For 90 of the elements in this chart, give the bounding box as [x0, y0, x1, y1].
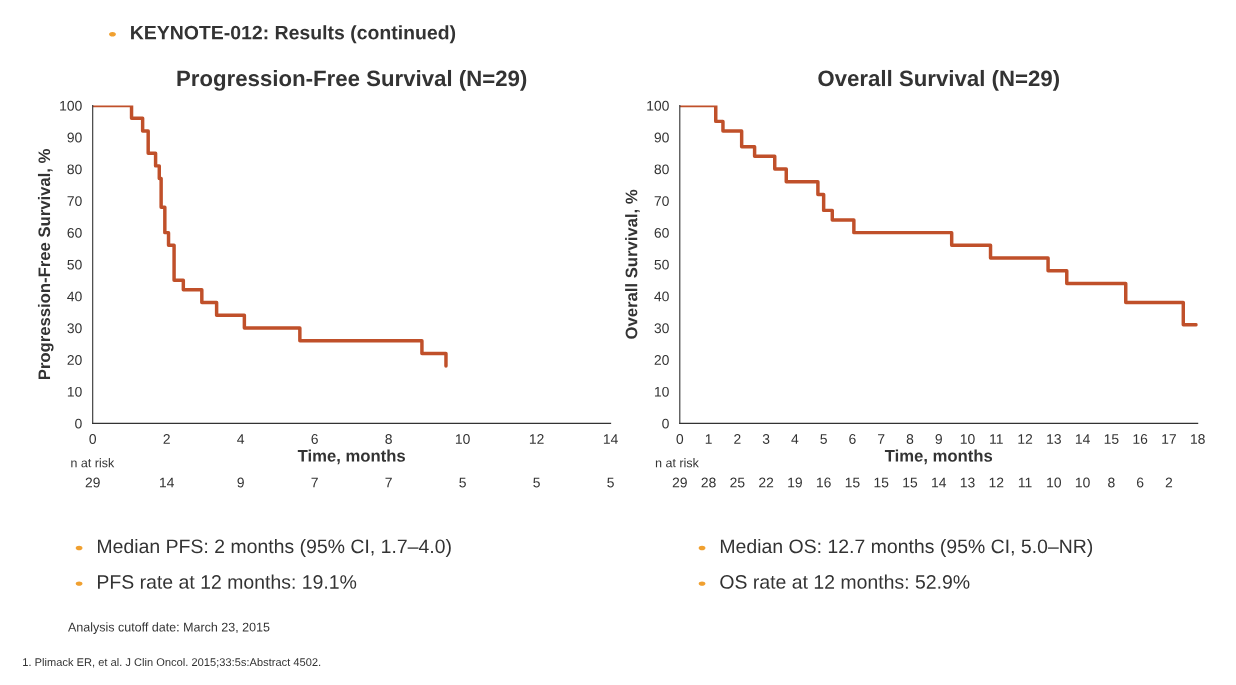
- y-tick-label: 10: [655, 386, 669, 397]
- text: 12: [989, 477, 1004, 488]
- y-tick-label: 30: [67, 323, 82, 334]
- text: n at risk: [655, 458, 699, 468]
- text: 7: [311, 477, 318, 488]
- chart-title: Overall Survival (N=29): [818, 69, 1059, 91]
- x-tick-label: 2: [734, 434, 741, 444]
- chart-title: Progression-Free Survival (N=29): [177, 69, 527, 91]
- x-tick-label: 4: [791, 434, 799, 444]
- y-tick-label: 20: [67, 355, 82, 365]
- text: Median PFS: 2 months (95% CI, 1.7–4.0): [98, 538, 451, 558]
- x-tick-label: 11: [990, 434, 1003, 444]
- x-axis-title: Time, months: [297, 449, 405, 465]
- text: n at risk: [71, 458, 115, 468]
- text: 10: [1075, 477, 1090, 488]
- text: 1. Plimack ER, et al. J Clin Oncol. 2015;33:5s:Abstract 4502.: [23, 657, 321, 668]
- y-tick-label: 60: [654, 227, 669, 238]
- x-tick-label: 13: [1047, 434, 1061, 444]
- text: 25: [730, 477, 745, 488]
- text: 16: [816, 477, 831, 488]
- x-tick-label: 1: [705, 434, 712, 444]
- x-tick-label: 15: [1104, 434, 1119, 444]
- y-tick-label: 0: [75, 418, 82, 429]
- y-tick-label: 20: [654, 355, 669, 365]
- text: 15: [845, 477, 860, 488]
- x-tick-label: 0: [89, 434, 97, 444]
- x-tick-label: 8: [906, 434, 914, 444]
- text: OS rate at 12 months: 52.9%: [720, 574, 970, 589]
- text: 11: [1018, 477, 1032, 488]
- x-tick-label: 6: [849, 434, 856, 444]
- y-tick-label: 90: [654, 132, 669, 143]
- text: 5: [607, 477, 614, 488]
- text: 15: [874, 477, 889, 488]
- x-tick-label: 5: [820, 434, 827, 444]
- y-tick-label: 40: [67, 291, 82, 302]
- text: 9: [237, 477, 244, 488]
- text: 29: [672, 477, 687, 488]
- x-axis-title: Time, months: [884, 449, 993, 465]
- text: 6: [1136, 477, 1144, 488]
- text: Median OS: 12.7 months (95% CI, 5.0–NR): [720, 538, 1093, 558]
- y-tick-label: 40: [654, 291, 669, 302]
- text: 28: [701, 477, 716, 488]
- x-tick-label: 3: [762, 434, 770, 444]
- y-tick-label: 50: [67, 259, 82, 270]
- text: 7: [385, 477, 392, 488]
- y-axis-title: Progression-Free Survival, %: [37, 149, 54, 380]
- x-tick-label: 18: [1191, 434, 1205, 444]
- y-tick-label: 50: [654, 259, 669, 270]
- text: PFS rate at 12 months: 19.1%: [98, 574, 357, 589]
- x-tick-label: 4: [237, 434, 245, 444]
- y-tick-label: 100: [647, 100, 669, 111]
- text: 19: [788, 477, 802, 488]
- x-tick-label: 7: [878, 434, 885, 444]
- x-tick-label: 17: [1162, 434, 1176, 444]
- text: 22: [759, 477, 774, 488]
- y-tick-label: 0: [662, 418, 669, 429]
- text: 14: [932, 477, 947, 488]
- text: 8: [1108, 477, 1115, 488]
- y-tick-label: 10: [67, 386, 82, 397]
- text: 10: [1047, 477, 1062, 488]
- x-tick-label: 8: [385, 434, 392, 444]
- text: 29: [85, 477, 100, 488]
- x-tick-label: 9: [935, 434, 942, 444]
- text: 2: [1165, 477, 1173, 488]
- y-tick-label: 80: [67, 164, 82, 175]
- text: 15: [903, 477, 918, 488]
- x-tick-label: 6: [311, 434, 318, 444]
- y-tick-label: 70: [654, 196, 669, 207]
- text: 14: [160, 477, 174, 488]
- x-tick-label: 10: [960, 434, 975, 444]
- x-tick-label: 2: [163, 434, 170, 444]
- x-tick-label: 14: [1075, 434, 1090, 444]
- x-tick-label: 16: [1133, 434, 1148, 444]
- text: KEYNOTE-012: Results (continued): [131, 25, 456, 44]
- x-tick-label: 0: [676, 434, 684, 444]
- y-tick-label: 60: [67, 227, 82, 238]
- text: 5: [533, 477, 540, 488]
- text: 5: [459, 477, 466, 488]
- x-tick-label: 12: [529, 434, 544, 444]
- y-tick-label: 30: [654, 323, 669, 334]
- x-tick-label: 14: [603, 434, 618, 444]
- text: 13: [960, 477, 975, 488]
- y-axis-title: Overall Survival, %: [625, 189, 640, 339]
- x-tick-label: 10: [455, 434, 470, 444]
- y-tick-label: 70: [67, 196, 82, 207]
- y-tick-label: 80: [654, 164, 669, 175]
- y-tick-label: 100: [60, 100, 82, 111]
- x-tick-label: 12: [1018, 434, 1033, 444]
- y-tick-label: 90: [67, 132, 82, 143]
- text: Analysis cutoff date: March 23, 2015: [68, 622, 270, 634]
